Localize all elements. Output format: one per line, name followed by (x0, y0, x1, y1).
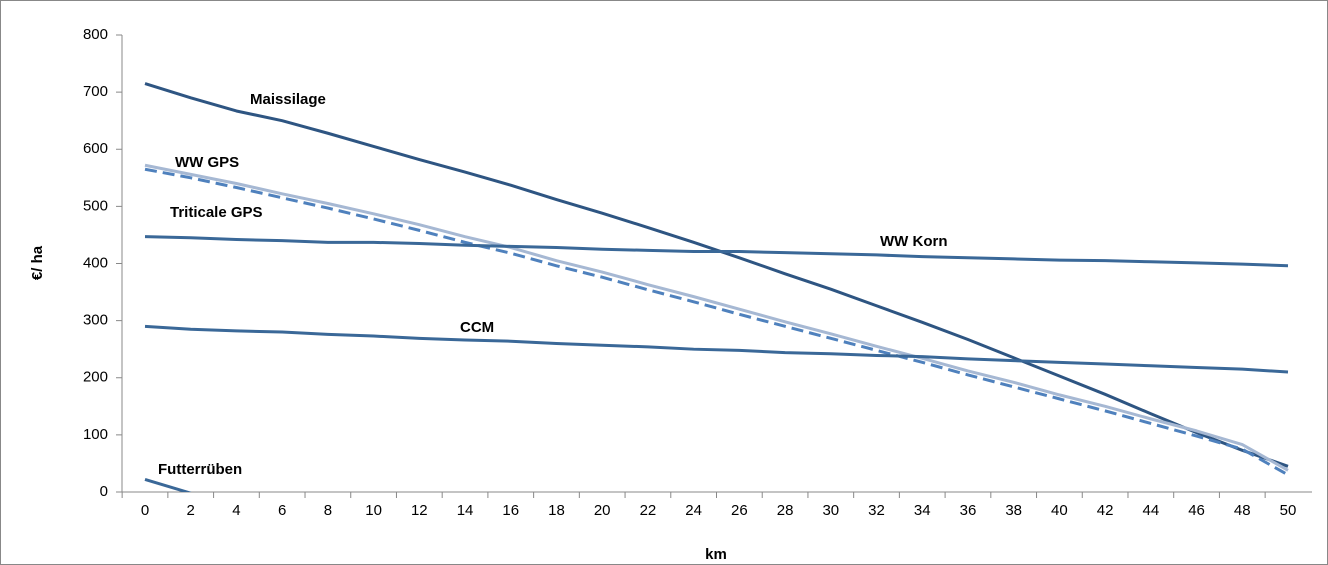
y-tick-label: 200 (83, 369, 108, 386)
x-tick-label: 14 (457, 502, 474, 519)
x-tick-label: 40 (1051, 502, 1068, 519)
series-label: WW Korn (880, 233, 947, 250)
y-tick-label: 100 (83, 426, 108, 443)
x-tick-label: 4 (232, 502, 240, 519)
y-tick-label: 600 (83, 140, 108, 157)
x-tick-label: 18 (548, 502, 565, 519)
x-tick-label: 30 (822, 502, 839, 519)
y-tick-label: 800 (83, 26, 108, 43)
series-line (144, 167, 1289, 477)
series-label: WW GPS (175, 154, 239, 171)
x-tick-label: 6 (278, 502, 286, 519)
x-tick-label: 50 (1280, 502, 1297, 519)
x-tick-label: 36 (960, 502, 977, 519)
x-tick-label: 0 (141, 502, 149, 519)
y-tick-label: 500 (83, 197, 108, 214)
x-tick-label: 8 (324, 502, 332, 519)
series-label: Triticale GPS (170, 204, 263, 221)
y-tick-label: 400 (83, 254, 108, 271)
y-tick-label: 700 (83, 83, 108, 100)
x-tick-label: 12 (411, 502, 428, 519)
x-tick-label: 42 (1097, 502, 1114, 519)
x-tick-label: 20 (594, 502, 611, 519)
series-line (144, 324, 1289, 374)
x-tick-label: 48 (1234, 502, 1251, 519)
series-label: Futterrüben (158, 461, 242, 478)
x-tick-label: 34 (914, 502, 931, 519)
series-line (144, 477, 192, 492)
x-tick-label: 26 (731, 502, 748, 519)
x-tick-label: 28 (777, 502, 794, 519)
y-axis-title: €/ ha (29, 245, 46, 280)
x-tick-label: 24 (685, 502, 702, 519)
series-line (144, 235, 1289, 268)
x-axis-title: km (705, 546, 727, 563)
series-label: CCM (460, 319, 494, 336)
x-tick-label: 46 (1188, 502, 1205, 519)
x-tick-label: 10 (365, 502, 382, 519)
x-tick-label: 22 (640, 502, 657, 519)
series-line (144, 163, 1289, 472)
x-tick-label: 32 (868, 502, 885, 519)
y-tick-label: 0 (100, 483, 108, 500)
series-label: Maissilage (250, 91, 326, 108)
x-tick-label: 2 (187, 502, 195, 519)
x-tick-label: 38 (1005, 502, 1022, 519)
x-tick-label: 44 (1142, 502, 1159, 519)
x-tick-label: 16 (502, 502, 519, 519)
plot-area (144, 82, 1289, 492)
y-tick-label: 300 (83, 312, 108, 329)
